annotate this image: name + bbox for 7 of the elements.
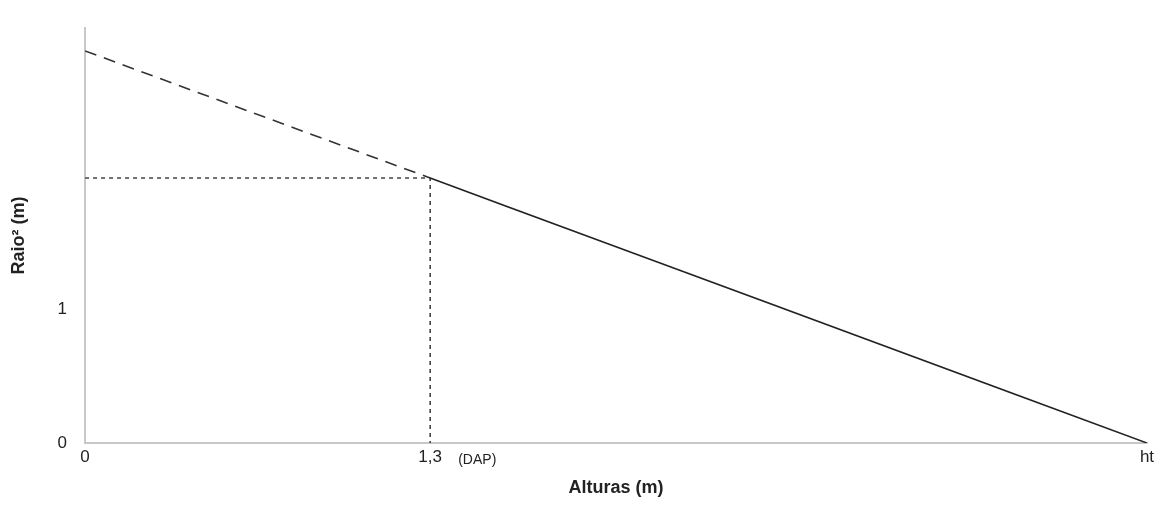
x-tick-label: 1,3 [418, 446, 443, 466]
annotation: (DAP) [458, 450, 497, 467]
x-tick-label: 0 [80, 446, 90, 466]
x-tick-label: ht [1139, 446, 1155, 466]
y-tick-label: 1 [57, 298, 68, 318]
y-axis-title: Raio² (m) [7, 196, 28, 275]
x-axis-title: Alturas (m) [568, 477, 664, 498]
